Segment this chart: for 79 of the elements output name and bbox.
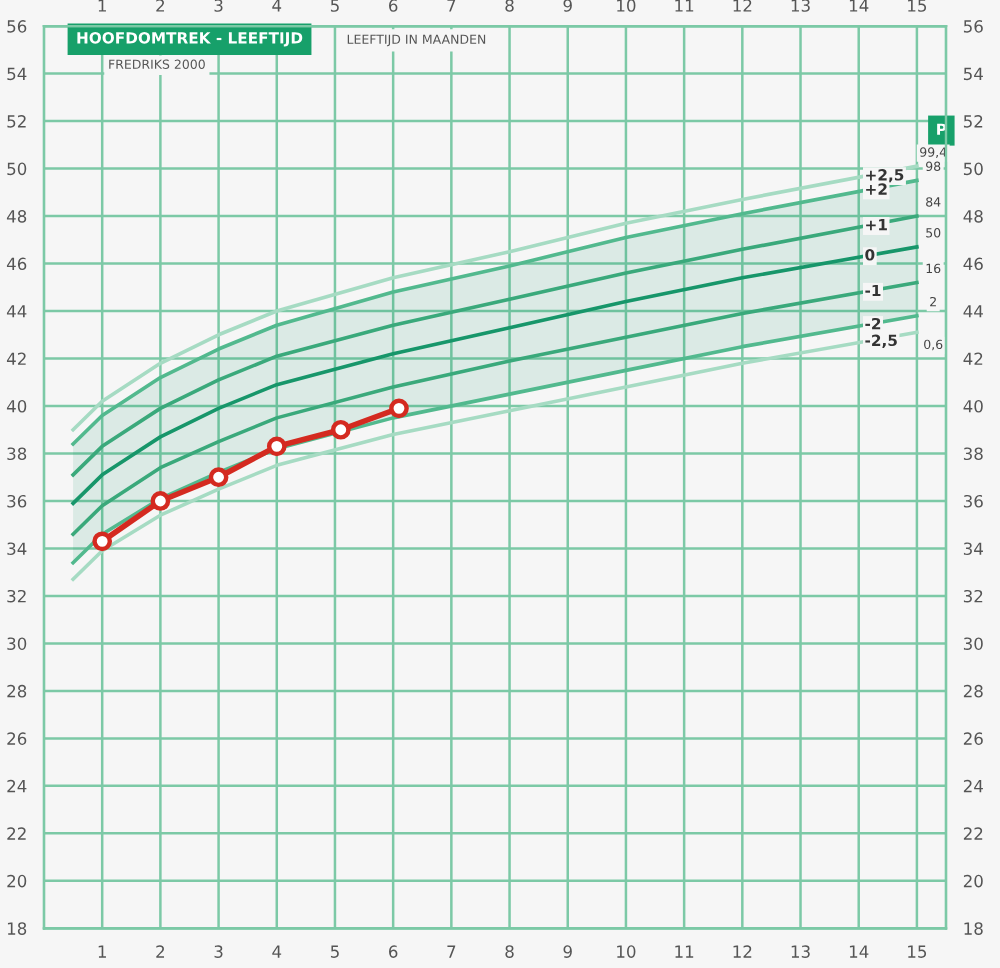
y2-tick-label: 30 — [963, 637, 983, 650]
x2-tick-label: 12 — [733, 945, 752, 958]
y-tick-label: 28 — [7, 684, 27, 698]
y-tick-label: 24 — [7, 779, 27, 793]
y-tick-label: 32 — [7, 589, 26, 603]
y2-tick-label: 46 — [963, 257, 983, 271]
y-tick-label: 50 — [7, 162, 27, 176]
y2-tick-label: 54 — [963, 67, 983, 81]
y-tick-label: 36 — [7, 494, 27, 508]
x-tick-label: 3 — [214, 0, 223, 12]
y2-tick-label: 40 — [963, 399, 983, 413]
x2-tick-label: 4 — [272, 945, 282, 958]
point — [150, 491, 171, 511]
x-tick-label: 13 — [791, 0, 810, 12]
y-tick-label: 42 — [6, 352, 26, 365]
point — [208, 467, 229, 488]
y-tick-label: 46 — [6, 257, 27, 271]
y-tick-label: 54 — [7, 67, 27, 81]
x-tick-label: 9 — [563, 0, 572, 12]
x-tick-label: 15 — [908, 0, 927, 12]
x-tick-label: 12 — [733, 0, 752, 12]
y-tick-label: 56 — [7, 20, 27, 33]
x2-tick-label: 9 — [563, 945, 572, 958]
y-tick-label: 52 — [7, 115, 26, 128]
y2-tick-label: 24 — [963, 779, 983, 793]
point — [330, 419, 351, 440]
y2-tick-label: 32 — [963, 589, 983, 603]
x2-tick-label: 1 — [98, 945, 106, 958]
line-series — [71, 280, 919, 537]
x2-tick-label: 15 — [908, 945, 927, 958]
x2-tick-label: 6 — [389, 945, 398, 958]
y-tick-label: 34 — [7, 542, 27, 556]
x2-tick-label: 14 — [849, 945, 869, 958]
y2-tick-label: 48 — [963, 210, 983, 223]
x2-tick-label: 13 — [791, 945, 810, 958]
x2-tick-label: 2 — [156, 945, 165, 958]
y2-tick-label: 42 — [963, 352, 983, 365]
x2-tick-label: 10 — [617, 945, 636, 958]
x-tick-label: 11 — [675, 0, 694, 12]
point — [92, 531, 113, 552]
y2-tick-label: 38 — [963, 447, 983, 461]
x-tick-label: 8 — [505, 0, 514, 12]
x-tick-label: 14 — [849, 0, 869, 12]
x2-tick-label: 7 — [447, 945, 456, 958]
x-tick-label: 4 — [272, 0, 282, 12]
point — [266, 436, 287, 457]
y-tick-label: 40 — [6, 399, 27, 413]
y2-tick-label: 20 — [963, 874, 983, 888]
y2-tick-label: 56 — [963, 20, 983, 33]
point — [389, 398, 409, 419]
x-tick-label: 1 — [98, 0, 106, 12]
y2-tick-label: 50 — [963, 162, 983, 176]
x2-tick-label: 3 — [214, 945, 223, 958]
y-tick-label: 30 — [7, 637, 27, 650]
x-tick-label: 2 — [156, 0, 165, 12]
y-tick-label: 22 — [7, 827, 26, 840]
line-series — [71, 245, 919, 506]
y2-tick-label: 36 — [963, 494, 983, 508]
y2-tick-label: 26 — [963, 732, 983, 745]
y-tick-label: 18 — [7, 922, 27, 935]
y2-tick-label: 44 — [963, 305, 983, 318]
x2-tick-label: 5 — [330, 945, 339, 958]
y-tick-label: 48 — [6, 210, 27, 223]
x2-tick-label: 11 — [675, 945, 694, 958]
y-tick-label: 38 — [7, 447, 27, 461]
y-tick-label: 20 — [7, 874, 27, 888]
y2-tick-label: 28 — [963, 684, 983, 698]
y2-tick-label: 52 — [963, 115, 983, 128]
line-series — [71, 214, 919, 477]
x2-tick-label: 8 — [505, 945, 514, 958]
x-tick-label: 5 — [330, 0, 339, 12]
x-tick-label: 7 — [447, 0, 456, 12]
x-tick-label: 10 — [617, 0, 636, 12]
y2-tick-label: 22 — [963, 827, 983, 840]
y-tick-label: 26 — [7, 732, 27, 745]
y-tick-label: 44 — [6, 305, 27, 318]
x-tick-label: 6 — [389, 0, 398, 12]
y2-tick-label: 18 — [964, 922, 983, 935]
y2-tick-label: 34 — [963, 542, 983, 556]
